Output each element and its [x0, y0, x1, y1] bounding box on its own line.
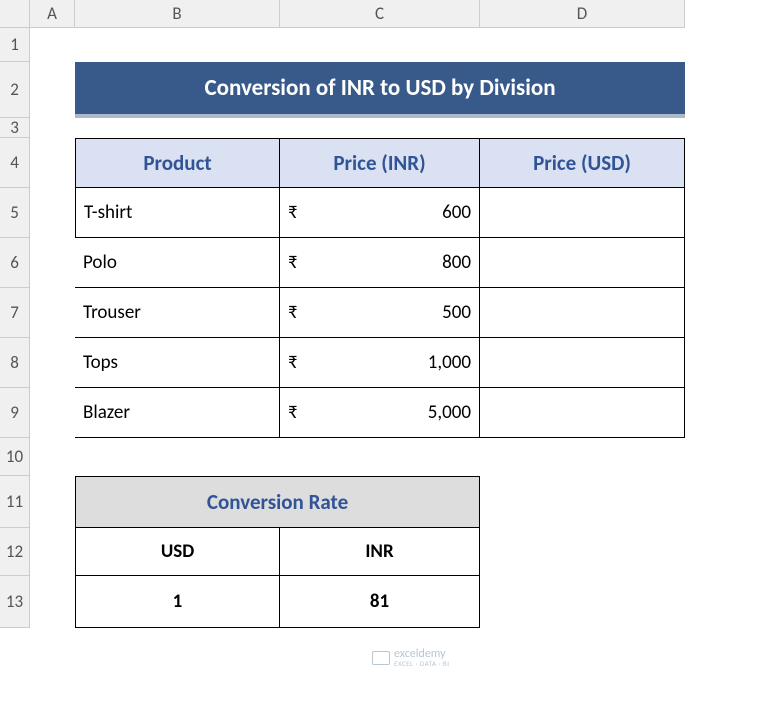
conv-value-inr[interactable]: 81 — [280, 576, 480, 628]
th-product[interactable]: Product — [75, 138, 280, 188]
cell-C8[interactable]: ₹ 1,000 — [280, 338, 480, 388]
conv-header-inr[interactable]: INR — [280, 528, 480, 576]
cell-B6[interactable]: Polo — [75, 238, 280, 288]
page-title[interactable]: Conversion of INR to USD by Division — [75, 62, 685, 118]
row-header-2[interactable]: 2 — [0, 62, 30, 118]
row-header-4[interactable]: 4 — [0, 138, 30, 188]
price-value: 5,000 — [428, 401, 471, 424]
cell-D6[interactable] — [480, 238, 685, 288]
row-header-10[interactable]: 10 — [0, 438, 30, 476]
col-header-A[interactable]: A — [30, 0, 75, 28]
cell-D7[interactable] — [480, 288, 685, 338]
spreadsheet-grid: A B C D 1 2 3 4 5 6 7 8 9 10 11 12 13 Co… — [0, 0, 768, 628]
row-header-13[interactable]: 13 — [0, 576, 30, 628]
row-header-9[interactable]: 9 — [0, 388, 30, 438]
conv-header-usd[interactable]: USD — [75, 528, 280, 576]
row-header-8[interactable]: 8 — [0, 338, 30, 388]
row-header-6[interactable]: 6 — [0, 238, 30, 288]
cell-blank-row10[interactable] — [75, 438, 685, 476]
watermark: exceldemy EXCEL · DATA · BI — [372, 648, 450, 667]
conversion-title[interactable]: Conversion Rate — [75, 476, 480, 528]
cell-blank-colA[interactable] — [30, 28, 75, 628]
row-header-7[interactable]: 7 — [0, 288, 30, 338]
select-all-corner[interactable] — [0, 0, 30, 28]
row-header-12[interactable]: 12 — [0, 528, 30, 576]
cell-C5[interactable]: ₹ 600 — [280, 188, 480, 238]
col-header-D[interactable]: D — [480, 0, 685, 28]
currency-symbol: ₹ — [288, 201, 298, 224]
row-header-5[interactable]: 5 — [0, 188, 30, 238]
cell-D5[interactable] — [480, 188, 685, 238]
row-header-3[interactable]: 3 — [0, 118, 30, 138]
conv-value-usd[interactable]: 1 — [75, 576, 280, 628]
cell-C7[interactable]: ₹ 500 — [280, 288, 480, 338]
row-header-11[interactable]: 11 — [0, 476, 30, 528]
th-price-usd[interactable]: Price (USD) — [480, 138, 685, 188]
th-price-inr[interactable]: Price (INR) — [280, 138, 480, 188]
watermark-logo-icon — [372, 651, 390, 665]
cell-B8[interactable]: Tops — [75, 338, 280, 388]
cell-D9[interactable] — [480, 388, 685, 438]
col-header-B[interactable]: B — [75, 0, 280, 28]
watermark-text: exceldemy EXCEL · DATA · BI — [394, 648, 450, 667]
price-value: 800 — [442, 251, 471, 274]
cell-B5[interactable]: T-shirt — [75, 188, 280, 238]
watermark-brand: exceldemy — [394, 647, 446, 661]
price-value: 600 — [442, 201, 471, 224]
cell-blank-colD-lower[interactable] — [480, 476, 685, 628]
currency-symbol: ₹ — [288, 251, 298, 274]
cell-blank-row1[interactable] — [75, 28, 685, 62]
cell-blank-row3[interactable] — [75, 118, 685, 138]
cell-C6[interactable]: ₹ 800 — [280, 238, 480, 288]
col-header-C[interactable]: C — [280, 0, 480, 28]
price-value: 500 — [442, 301, 471, 324]
currency-symbol: ₹ — [288, 301, 298, 324]
currency-symbol: ₹ — [288, 401, 298, 424]
cell-C9[interactable]: ₹ 5,000 — [280, 388, 480, 438]
cell-B9[interactable]: Blazer — [75, 388, 280, 438]
currency-symbol: ₹ — [288, 351, 298, 374]
watermark-tagline: EXCEL · DATA · BI — [394, 660, 450, 667]
row-header-1[interactable]: 1 — [0, 28, 30, 62]
cell-B7[interactable]: Trouser — [75, 288, 280, 338]
cell-D8[interactable] — [480, 338, 685, 388]
price-value: 1,000 — [428, 351, 471, 374]
